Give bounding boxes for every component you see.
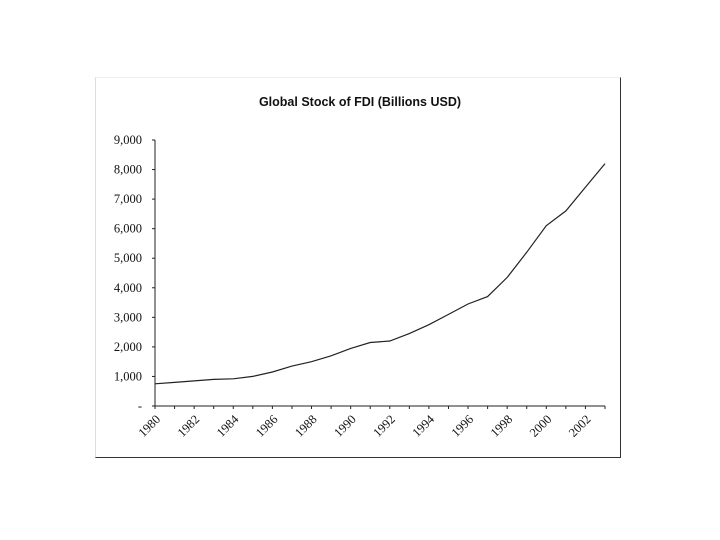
x-tick-label: 1982 [175, 412, 203, 440]
y-tick-label: 7,000 [114, 192, 142, 206]
chart-frame [95, 77, 621, 458]
x-tick-label: 1998 [488, 412, 516, 440]
x-tick-label: 1992 [370, 412, 398, 440]
y-tick-label: 1,000 [114, 369, 142, 383]
x-ticks: 1980 1982 1984 1986 1988 1990 1992 1994 1996 1998… [136, 406, 606, 440]
x-tick-label: 1994 [409, 412, 437, 440]
series-line [154, 163, 606, 385]
x-tick-label: 1990 [331, 412, 359, 440]
x-tick-label: 1986 [253, 412, 281, 440]
y-tick-label: - [138, 399, 142, 413]
x-tick-label: 2000 [527, 412, 555, 440]
y-ticks: - 1,000 2,000 3,000 4,000 5,000 6,000 7,000 8,00… [114, 133, 155, 413]
y-tick-label: 8,000 [114, 163, 142, 177]
x-tick-label: 1996 [449, 412, 477, 440]
x-tick-label: 2002 [566, 412, 594, 440]
y-tick-label: 5,000 [114, 251, 142, 265]
y-tick-label: 3,000 [114, 310, 142, 324]
chart-title: Global Stock of FDI (Billions USD) [259, 95, 461, 109]
x-tick-label: 1980 [136, 412, 164, 440]
x-tick-label: 1984 [214, 412, 242, 440]
y-tick-label: 2,000 [114, 340, 142, 354]
y-tick-label: 4,000 [114, 281, 142, 295]
y-tick-label: 6,000 [114, 222, 142, 236]
y-tick-label: 9,000 [114, 133, 142, 147]
x-tick-label: 1988 [292, 412, 320, 440]
